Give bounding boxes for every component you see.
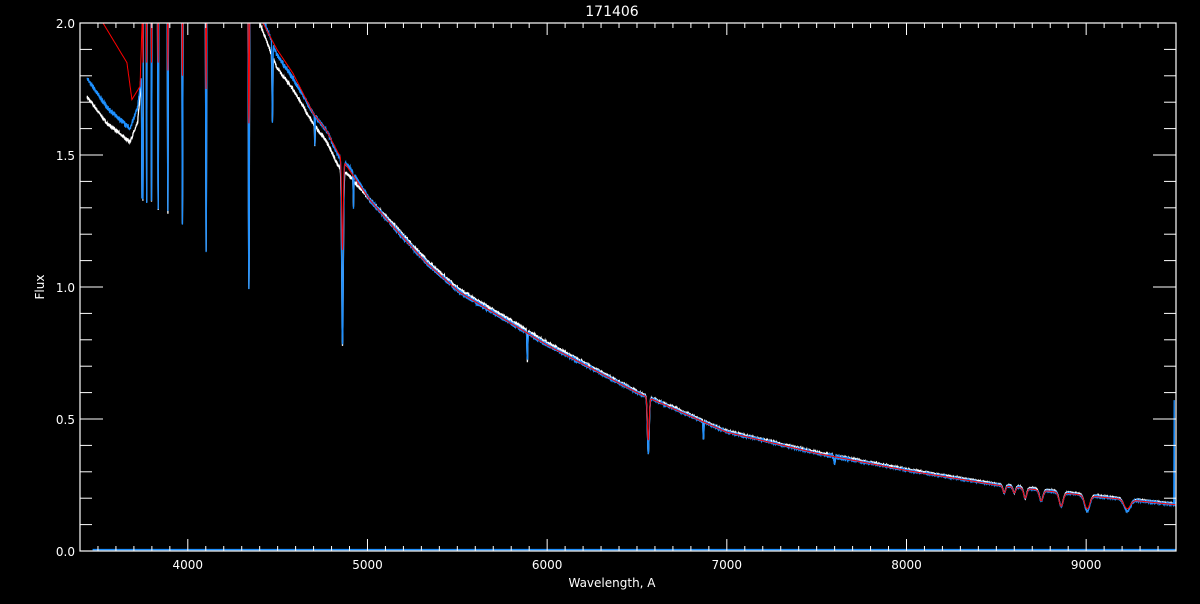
x-tick-label: 9000 [1071,558,1102,572]
x-tick-label: 8000 [891,558,922,572]
y-tick-label: 0.0 [56,545,75,559]
y-tick-label: 2.0 [56,17,75,31]
series-line-0 [86,23,1176,513]
series-line-1 [86,23,1176,514]
y-axis-label: Flux [33,275,47,300]
x-tick-label: 4000 [173,558,204,572]
y-tick-label: 1.5 [56,149,75,163]
x-tick-label: 7000 [712,558,743,572]
plot-frame [79,22,1177,552]
x-tick-label: 6000 [532,558,563,572]
y-tick-label: 1.0 [56,281,75,295]
y-tick-label: 0.5 [56,413,75,427]
x-axis-label: Wavelength, A [568,576,656,590]
series-line-2 [102,23,1176,510]
x-tick-label: 5000 [352,558,383,572]
chart-title: 171406 [585,4,639,20]
